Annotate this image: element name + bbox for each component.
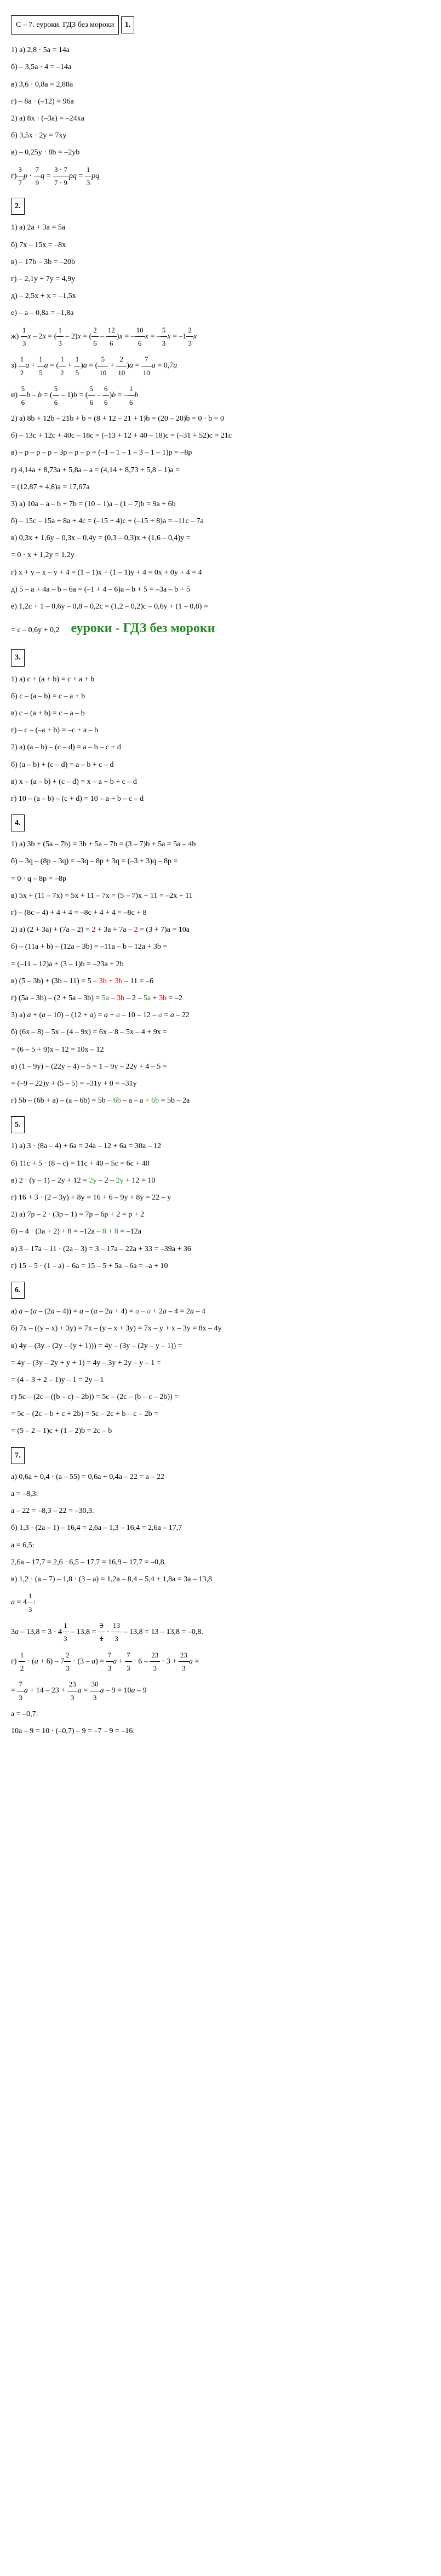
math-line: = (12,87 + 4,8)a = 17,67a [11, 480, 430, 494]
math-line: 3) а) 10a – a – b + 7b = (10 – 1)a – (1 … [11, 497, 430, 511]
math-line: б) (6x – 8) – 5x – (4 – 9x) = 6x – 8 – 5… [11, 1025, 430, 1039]
math-line: д) – 2,5x + x = –1,5x [11, 289, 430, 303]
math-line: б) 1,3 · (2a – 1) – 16,4 = 2,6a – 1,3 – … [11, 1521, 430, 1535]
math-line: = 4y – (3y – 2y + y + 1) = 4y – 3y + 2y … [11, 1356, 430, 1370]
math-line: в) 0,3x + 1,6y – 0,3x – 0,4y = (0,3 – 0,… [11, 531, 430, 545]
watermark: еуроки - ГДЗ без мороки [71, 621, 215, 635]
section-3-num: 3. [11, 649, 25, 666]
section-5-num: 5. [11, 1116, 25, 1133]
math-line: г) 4,14a + 8,73a + 5,8a – a = (4,14 + 8,… [11, 463, 430, 477]
section-7-num: 7. [11, 1447, 25, 1464]
math-line: 2) а) 8x · (–3a) = –24xa [11, 112, 430, 125]
math-line: = (–11 – 12)a + (3 – 1)b = –23a + 2b [11, 957, 430, 971]
section-1-num: 1. [121, 16, 135, 33]
math-line: ж) 13x – 2x = (13 – 2)x = (26 – 126)x = … [11, 324, 430, 350]
math-line: г) 5c – (2c – ((b – c) – 2b)) = 5c – (2c… [11, 1390, 430, 1404]
math-line: и) 56b – b = (56 – 1)b = (56 – 66)b = –1… [11, 382, 430, 409]
math-line: б) – 15c – 15a + 8a + 4c = (–15 + 4)c + … [11, 514, 430, 528]
math-line: 2) а) 8b + 12b – 21b + b = (8 + 12 – 21 … [11, 412, 430, 426]
math-line: = (–9 – 22)y + (5 – 5) = –31y + 0 = –31y [11, 1077, 430, 1091]
math-line: б) – 3,5a · 4 = –14a [11, 60, 430, 74]
math-line: в) c – (a + b) = c – a – b [11, 707, 430, 720]
math-line: a = 6,5: [11, 1539, 430, 1552]
section-6-num: 6. [11, 1282, 25, 1299]
math-line: a – 22 = –8,3 – 22 = –30,3. [11, 1504, 430, 1518]
math-line: е) – a – 0,8a = –1,8a [11, 306, 430, 320]
math-line: з) 12a + 15a = (12 + 15)a = (510 + 210)a… [11, 353, 430, 379]
math-line: б) 3,5x · 2y = 7xy [11, 129, 430, 142]
math-line: 1) а) 2a + 3a = 5a [11, 221, 430, 234]
math-line: = (5 – 2 – 1)c + (1 – 2)b = 2c – b [11, 1424, 430, 1438]
math-line: 2) а) 7p – 2 · (3p – 1) = 7p – 6p + 2 = … [11, 1208, 430, 1221]
math-line: б) 7x – 15x = –8x [11, 238, 430, 252]
math-line: в) 5x + (11 – 7x) = 5x + 11 – 7x = (5 – … [11, 889, 430, 903]
math-line: 10a – 9 = 10 · (–0,7) – 9 = –7 – 9 = –16… [11, 1724, 430, 1738]
math-line: г) – (8c – 4) + 4 + 4 = –8c + 4 + 4 = –8… [11, 906, 430, 920]
math-line: б) (a – b) + (c – d) = a – b + c – d [11, 758, 430, 772]
math-line: б) – 13c + 12c + 40c – 18c = (–13 + 12 +… [11, 429, 430, 443]
math-line: = 0 · q – 8p = –8p [11, 872, 430, 886]
math-line: a = 413: [11, 1590, 430, 1616]
math-line: в) – 0,25y · 8b = –2yb [11, 146, 430, 159]
math-line: 2,6a – 17,7 = 2,6 · 6,5 – 17,7 = 16,9 – … [11, 1556, 430, 1569]
math-line: = 5c – (2c – b + c + 2b) = 5c – 2c + b –… [11, 1407, 430, 1421]
page-header: С – 7. еуроки. ГДЗ без мороки [11, 15, 119, 35]
math-line: = c – 0,6y + 0,2 еуроки - ГДЗ без мороки [11, 617, 430, 640]
math-line: б) c – (a – b) = c – a + b [11, 690, 430, 703]
math-line: = (6 – 5 + 9)x – 12 = 10x – 12 [11, 1043, 430, 1057]
math-line: е) 1,2c + 1 – 0,6y – 0,8 – 0,2c = (1,2 –… [11, 600, 430, 613]
section-4-num: 4. [11, 814, 25, 831]
math-line: г) – c – (–a + b) = –c + a – b [11, 724, 430, 737]
math-line: 1) а) 3b + (5a – 7b) = 3b + 5a – 7b = (3… [11, 837, 430, 851]
math-line: д) 5 – a + 4a – b – 6a = (–1 + 4 – 6)a –… [11, 583, 430, 596]
math-line: 2) а) (2 + 3a) + (7a – 2) = 2 + 3a + 7a … [11, 923, 430, 937]
math-line: г) – 2,1y + 7y = 4,9y [11, 272, 430, 286]
math-line: в) (1 – 9y) – (22y – 4) – 5 = 1 – 9y – 2… [11, 1060, 430, 1074]
math-line: = 73a + 14 – 23 + 233a = 303a – 9 = 10a … [11, 1678, 430, 1704]
math-line: г) 5b – (6b + a) – (a – 6b) = 5b – 6b – … [11, 1094, 430, 1108]
math-line: в) 1,2 · (a – 7) – 1,8 · (3 – a) = 1,2a … [11, 1573, 430, 1586]
math-line: г) 16 + 3 · (2 – 3y) + 8y = 16 + 6 – 9y … [11, 1191, 430, 1204]
math-line: г) (5a – 3b) – (2 + 5a – 3b) = 5a – 3b –… [11, 991, 430, 1005]
math-line: в) 3,6 · 0,8a = 2,88a [11, 78, 430, 91]
math-line: a = –8,3: [11, 1487, 430, 1501]
math-line: 1) а) 2,8 · 5a = 14a [11, 43, 430, 57]
math-line: в) (5 – 3b) + (3b – 11) = 5 – 3b + 3b – … [11, 974, 430, 988]
math-line: а) 0,6a + 0,4 · (a – 55) = 0,6a + 0,4a –… [11, 1470, 430, 1484]
math-line: 2) а) (a – b) – (c – d) = a – b – c + d [11, 741, 430, 754]
math-line: = (4 – 3 + 2 – 1)y – 1 = 2y – 1 [11, 1373, 430, 1387]
math-line: г) – 8a · (–12) = 96a [11, 95, 430, 108]
math-line: б) – 4 · (3a + 2) + 8 = –12a – 8 + 8 = –… [11, 1225, 430, 1238]
math-line: б) 7x – ((y – x) + 3y) = 7x – (y – x + 3… [11, 1322, 430, 1335]
math-line: в) – 17b – 3b = –20b [11, 255, 430, 269]
header-text: С – 7. еуроки. ГДЗ без мороки [16, 21, 114, 29]
math-line: 1) а) 3 · (8a – 4) + 6a = 24a – 12 + 6a … [11, 1139, 430, 1153]
section-2-num: 2. [11, 198, 25, 215]
math-line: а) a – (a – (2a – 4)) = a – (a – 2a + 4)… [11, 1305, 430, 1318]
math-line: б) – 3q – (8p – 3q) = –3q – 8p + 3q = (–… [11, 854, 430, 868]
math-line: в) x – (a – b) + (c – d) = x – a + b + c… [11, 775, 430, 789]
math-line: = 0 · x + 1,2y = 1,2y [11, 548, 430, 562]
math-line: г)37p · 79q = 3 · 77 · 9pq = 13pq [11, 163, 430, 190]
math-line: a = –0,7: [11, 1707, 430, 1721]
math-line: г) 12 · (a + 6) – 723 · (3 – a) = 73a + … [11, 1649, 430, 1675]
math-line: 3a – 13,8 = 3 · 413 – 13,8 = 31 · 133 – … [11, 1619, 430, 1645]
math-line: в) 4y – (3y – (2y – (y + 1))) = 4y – (3y… [11, 1339, 430, 1353]
math-line: г) 10 – (a – b) – (c + d) = 10 – a + b –… [11, 792, 430, 806]
math-line: 3) а) a + (a – 10) – (12 + a) = a + a – … [11, 1008, 430, 1022]
math-line: б) – (11a + b) – (12a – 3b) = –11a – b –… [11, 940, 430, 954]
math-line: б) 11c + 5 · (8 – c) = 11c + 40 – 5c = 6… [11, 1157, 430, 1171]
math-line: в) 3 – 17a – 11 · (2a – 3) = 3 – 17a – 2… [11, 1242, 430, 1256]
math-line: г) x + y – x – y + 4 = (1 – 1)x + (1 – 1… [11, 566, 430, 580]
math-line: 1) а) c + (a + b) = c + a + b [11, 673, 430, 686]
math-line: в) 2 · (y – 1) – 2y + 12 = 2y – 2 – 2y +… [11, 1174, 430, 1187]
math-line: в) – p – p – p – 3p – p – p = (–1 – 1 – … [11, 446, 430, 460]
math-line: г) 15 – 5 · (1 – a) – 6a = 15 – 5 + 5a –… [11, 1259, 430, 1273]
